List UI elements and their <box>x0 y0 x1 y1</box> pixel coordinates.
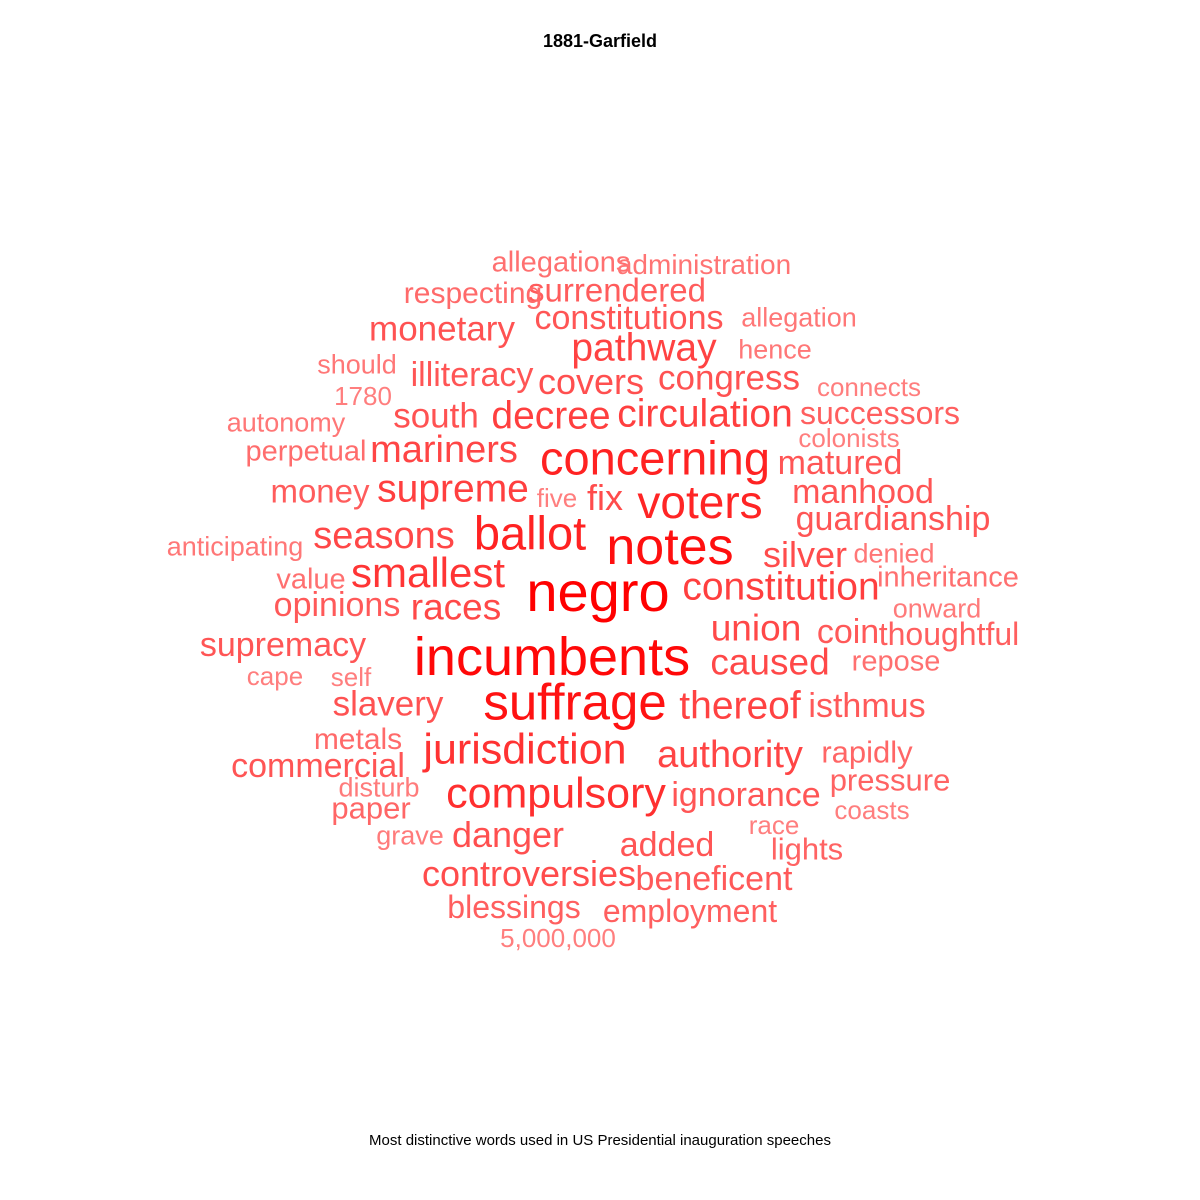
word-five: five <box>536 483 578 513</box>
word-opinions: opinions <box>273 586 401 624</box>
chart-title: 1881-Garfield <box>542 31 658 51</box>
word-successors: successors <box>799 395 961 431</box>
word-beneficent: beneficent <box>635 860 793 898</box>
word-metals: metals <box>313 723 403 756</box>
word-repose: repose <box>851 645 941 678</box>
word-blessings: blessings <box>447 889 581 925</box>
word-lights: lights <box>770 831 844 867</box>
word-constitution: constitution <box>682 565 880 609</box>
word-races: races <box>410 586 502 628</box>
word-guardianship: guardianship <box>795 500 991 538</box>
word-decree: decree <box>491 394 611 438</box>
word-covers: covers <box>537 361 645 402</box>
word-mariners: mariners <box>370 429 518 471</box>
word-constitutions: constitutions <box>534 299 724 337</box>
word-matured: matured <box>777 444 903 482</box>
word-colonists: colonists <box>798 423 900 453</box>
word-anticipating: anticipating <box>166 531 304 562</box>
word-compulsory: compulsory <box>446 769 666 818</box>
word-caused: caused <box>710 641 830 683</box>
chart-caption: Most distinctive words used in US Presid… <box>369 1132 831 1149</box>
word-self: self <box>330 662 372 692</box>
word-respecting: respecting <box>403 277 543 310</box>
word-5-000-000: 5,000,000 <box>500 923 616 953</box>
word-denied: denied <box>853 538 935 569</box>
word-inheritance: inheritance <box>877 561 1019 594</box>
word-notes: notes <box>606 518 734 576</box>
word-thereof: thereof <box>679 684 801 728</box>
word-autonomy: autonomy <box>226 407 346 438</box>
word-employment: employment <box>602 893 778 929</box>
word-slavery: slavery <box>332 684 444 724</box>
word-supremacy: supremacy <box>199 626 367 664</box>
word-administration: administration <box>616 249 792 280</box>
word-south: south <box>393 396 479 436</box>
word-coasts: coasts <box>834 795 910 825</box>
word-1780: 1780 <box>334 381 392 411</box>
word-circulation: circulation <box>617 392 793 436</box>
word-rapidly: rapidly <box>821 734 913 770</box>
word-danger: danger <box>451 814 565 855</box>
word-union: union <box>710 607 802 649</box>
word-perpetual: perpetual <box>245 435 367 468</box>
word-connects: connects <box>816 372 922 402</box>
word-negro: negro <box>526 560 670 623</box>
word-authority: authority <box>657 734 803 776</box>
word-coin: coin <box>816 613 880 651</box>
word-jurisdiction: jurisdiction <box>423 725 627 774</box>
word-money: money <box>270 472 370 510</box>
word-voters: voters <box>637 476 763 528</box>
word-fix: fix <box>587 477 623 518</box>
word-allegations: allegations <box>491 246 631 279</box>
word-controversies: controversies <box>421 853 637 894</box>
word-onward: onward <box>892 593 982 624</box>
word-thoughtful: thoughtful <box>878 616 1020 652</box>
word-congress: congress <box>657 358 801 398</box>
word-pressure: pressure <box>829 762 951 798</box>
word-concerning: concerning <box>540 431 770 485</box>
word-isthmus: isthmus <box>808 687 926 725</box>
word-silver: silver <box>762 534 848 575</box>
word-added: added <box>619 826 715 864</box>
word-grave: grave <box>376 820 444 851</box>
word-disturb: disturb <box>338 772 420 803</box>
word-smallest: smallest <box>350 549 506 596</box>
word-seasons: seasons <box>313 515 455 557</box>
word-should: should <box>317 349 397 380</box>
word-ballot: ballot <box>473 506 587 560</box>
word-manhood: manhood <box>792 473 934 511</box>
word-value: value <box>276 563 346 596</box>
word-ignorance: ignorance <box>671 776 821 814</box>
word-hence: hence <box>738 334 812 365</box>
word-commercial: commercial <box>231 747 405 785</box>
word-supreme: supreme <box>377 467 529 511</box>
word-incumbents: incumbents <box>413 627 691 687</box>
word-illiteracy: illiteracy <box>410 356 534 394</box>
word-race: race <box>748 810 800 840</box>
word-paper: paper <box>331 790 411 826</box>
word-surrendered: surrendered <box>528 271 706 309</box>
word-monetary: monetary <box>369 309 515 349</box>
word-allegation: allegation <box>741 302 857 333</box>
word-cape: cape <box>246 661 304 691</box>
word-pathway: pathway <box>571 326 717 370</box>
word-suffrage: suffrage <box>483 673 667 731</box>
